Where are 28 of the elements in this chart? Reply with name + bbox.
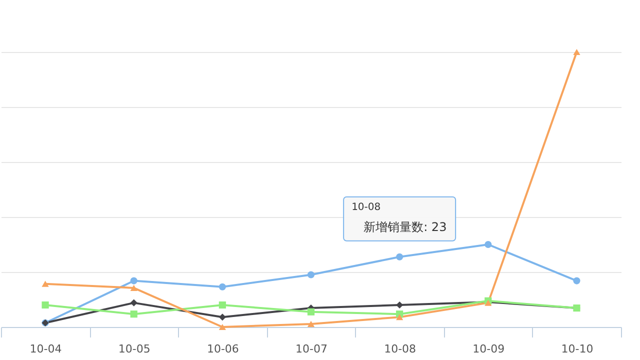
point <box>130 284 138 292</box>
x-tick-label: 10-05 <box>118 342 150 356</box>
point <box>573 277 580 284</box>
point <box>42 280 49 287</box>
point <box>307 308 315 316</box>
point <box>396 253 404 260</box>
point <box>218 283 226 290</box>
point <box>484 240 492 248</box>
point <box>218 301 226 309</box>
annotation: 新增销量数: 23 <box>364 220 447 234</box>
point <box>42 301 49 309</box>
point <box>573 48 580 56</box>
point <box>130 277 138 284</box>
x-tick-label: 10-10 <box>561 342 594 356</box>
point <box>307 271 315 278</box>
point <box>396 314 404 320</box>
point <box>307 320 315 328</box>
point <box>130 310 138 318</box>
point <box>218 324 226 330</box>
point <box>130 299 138 306</box>
x-tick-label: 10-08 <box>384 342 416 356</box>
x-tick-label: 10-06 <box>206 342 239 356</box>
point <box>218 314 226 321</box>
x-tick-label: 10-07 <box>296 342 328 356</box>
annotation: 10-08 <box>352 202 381 213</box>
x-tick-label: 10-09 <box>472 342 505 356</box>
x-tick-label: 10-04 <box>30 342 62 356</box>
point <box>396 301 404 309</box>
